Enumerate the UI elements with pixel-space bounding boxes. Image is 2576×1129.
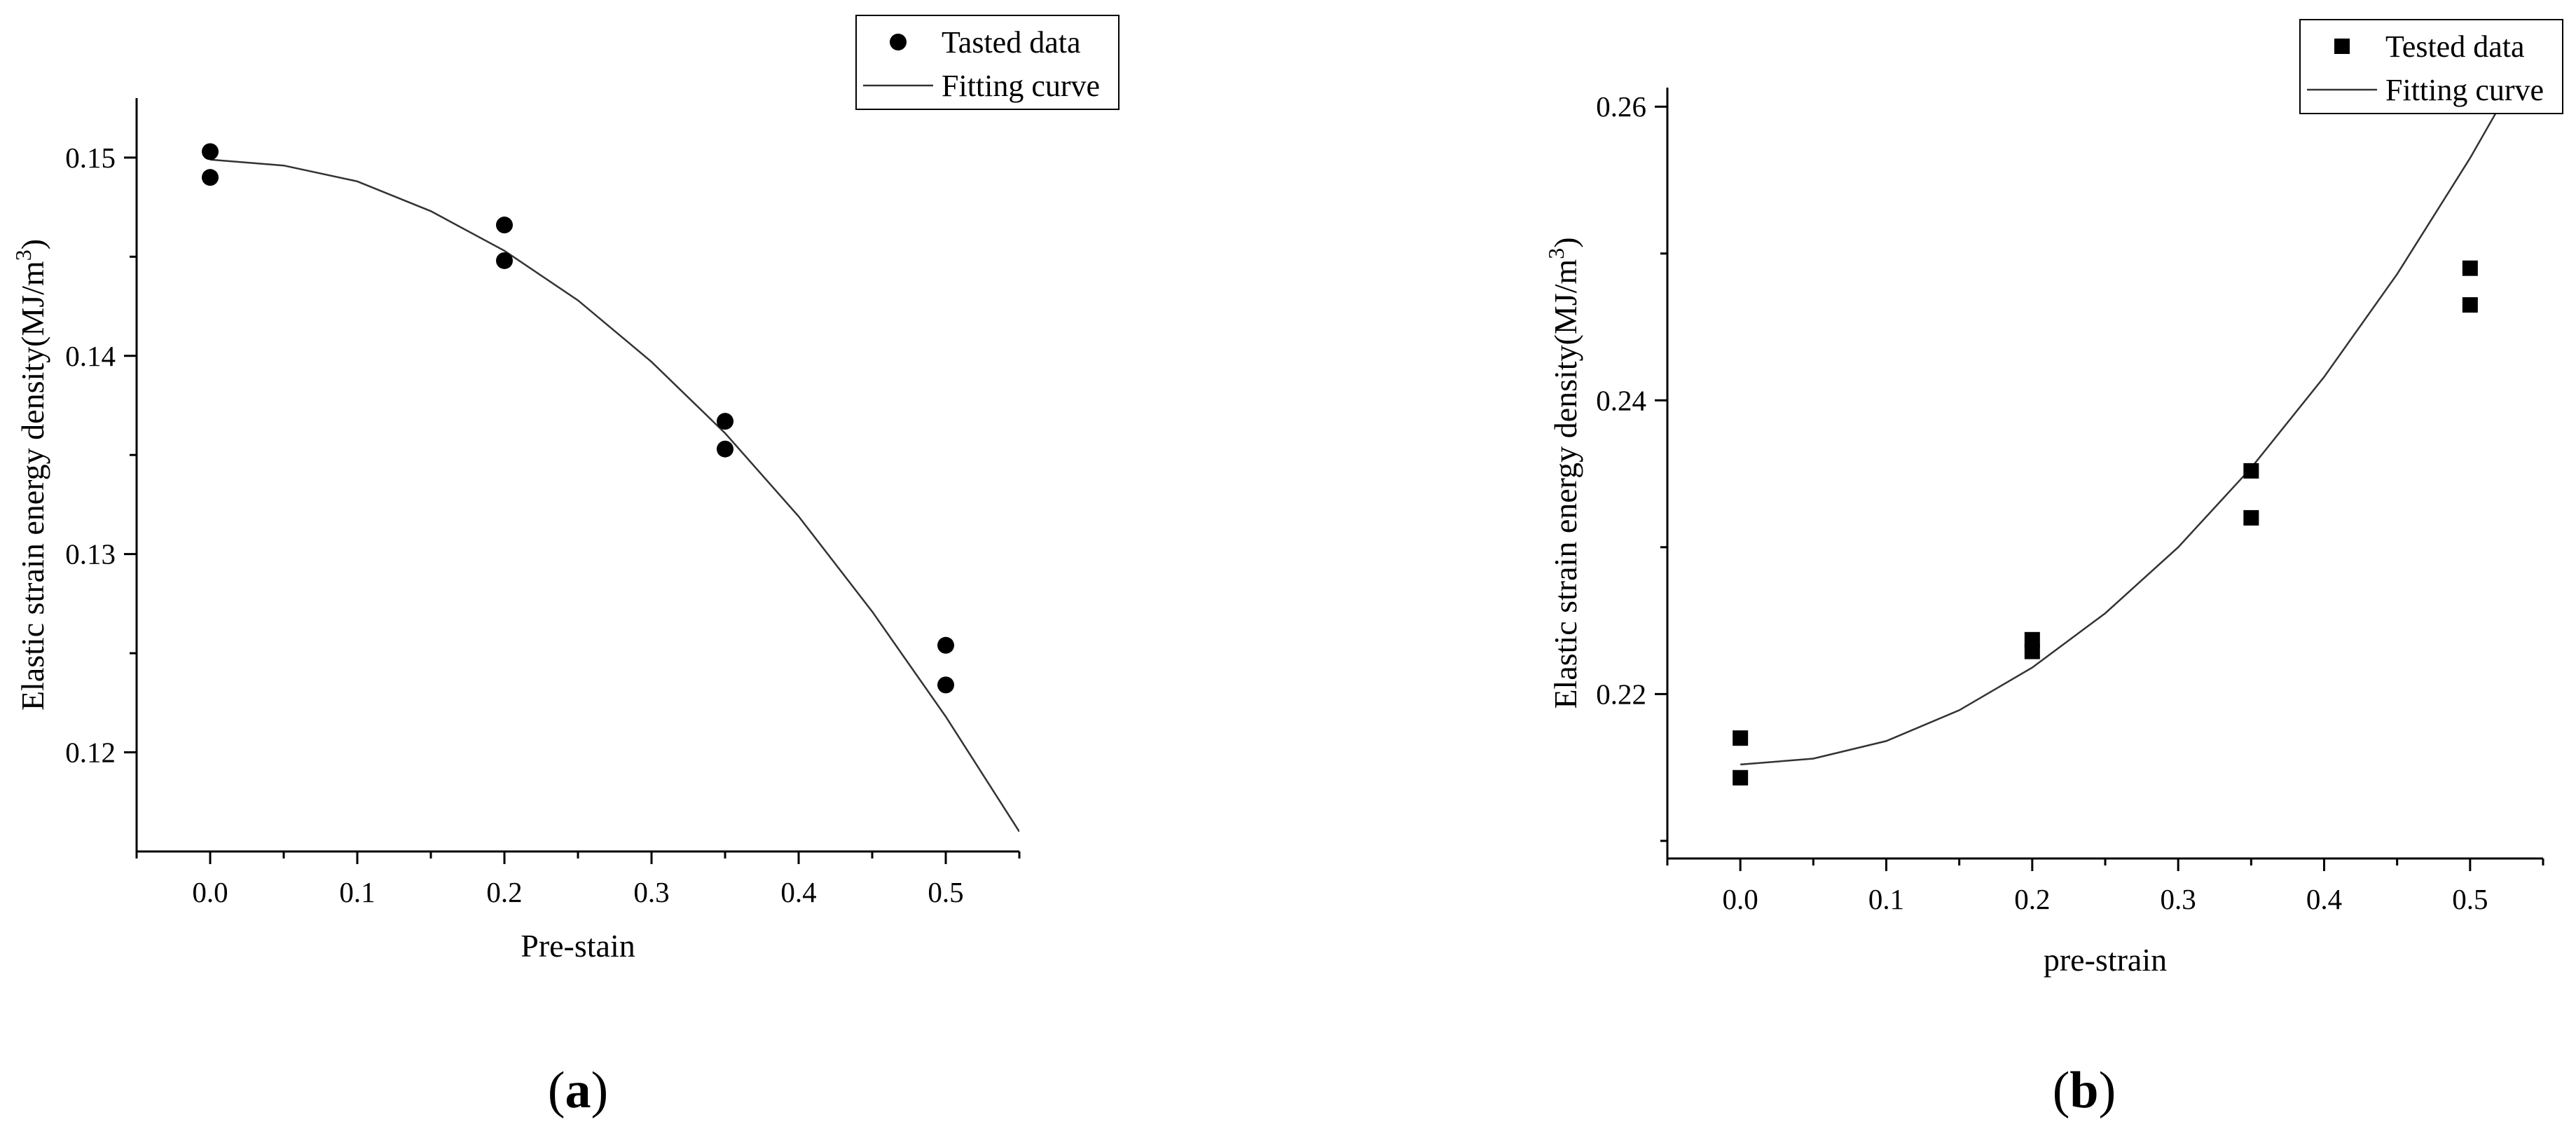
x-tick-label: 0.2 — [486, 876, 522, 908]
y-axis-title-text: Elastic strain energy density(MJ/m — [15, 261, 50, 711]
data-point — [2024, 631, 2040, 648]
x-tick-label: 0.4 — [780, 876, 816, 908]
chart-panel-a: 0.0 0.1 0.2 0.3 0.4 0.5 0.12 0.13 0.14 0.15 Pre-st… — [11, 15, 1120, 1119]
legend-marker — [890, 34, 907, 50]
y-tick-label: 0.12 — [65, 737, 116, 769]
data-point — [2243, 509, 2259, 526]
legend-box — [855, 15, 1120, 110]
x-tick-label: 0.5 — [2452, 883, 2488, 915]
x-tick-label: 0.3 — [2161, 883, 2196, 915]
data-point — [202, 143, 219, 160]
y-tick-label: 0.13 — [65, 538, 116, 570]
data-point — [717, 440, 733, 458]
legend-label-data: Tested data — [2385, 29, 2525, 64]
data-point — [496, 252, 513, 269]
y-tick-label: 0.22 — [1596, 678, 1646, 710]
y-tick-label: 0.15 — [65, 142, 116, 174]
legend-label-curve: Fitting curve — [2385, 73, 2544, 107]
data-point — [202, 169, 219, 186]
x-axis-title: pre-strain — [2044, 942, 2167, 978]
legend-marker — [2334, 39, 2350, 54]
data-point — [496, 217, 513, 234]
y-axis-title: Elastic strain energy density(MJ/m3) — [11, 239, 50, 711]
data-point — [937, 676, 954, 694]
data-point — [2462, 297, 2478, 313]
data-point — [2243, 463, 2259, 479]
panel-label-open: ( — [2053, 1062, 2070, 1119]
panel-label-letter: a — [565, 1062, 591, 1119]
x-tick-label: 0.3 — [633, 876, 669, 908]
y-axis-title-end: ) — [15, 239, 50, 249]
x-axis-title: Pre-stain — [521, 928, 635, 964]
legend-label-data: Tasted data — [942, 25, 1081, 60]
x-tick-label: 0.2 — [2014, 883, 2050, 915]
data-point — [1733, 769, 1749, 786]
legend-label-curve: Fitting curve — [942, 69, 1100, 103]
x-tick-label: 0.0 — [1723, 883, 1758, 915]
y-tick-label: 0.26 — [1596, 90, 1646, 123]
fitting-curve — [1740, 46, 2536, 766]
y-axis-title-end: ) — [1548, 237, 1583, 247]
legend-box — [2299, 19, 2563, 114]
data-point — [717, 413, 733, 430]
data-point — [937, 636, 954, 654]
panel-label-close: ) — [2099, 1062, 2116, 1119]
panel-label: (a) — [548, 1062, 608, 1119]
y-axis-title-text: Elastic strain energy density(MJ/m — [1548, 259, 1583, 709]
data-point — [2462, 260, 2478, 276]
y-axis-title-superscript: 3 — [1543, 248, 1569, 259]
x-tick-label: 0.1 — [339, 876, 375, 908]
panel-label: (b) — [2053, 1062, 2116, 1119]
x-tick-label: 0.4 — [2306, 883, 2342, 915]
x-tick-label: 0.1 — [1868, 883, 1904, 915]
y-tick-label: 0.24 — [1596, 384, 1646, 416]
fitting-curve — [209, 158, 1019, 833]
panel-label-open: ( — [548, 1062, 565, 1119]
y-tick-label: 0.14 — [65, 340, 116, 372]
y-axis-title-superscript: 3 — [11, 249, 36, 261]
data-point — [1733, 730, 1749, 746]
x-tick-label: 0.5 — [928, 876, 963, 908]
x-tick-label: 0.0 — [192, 876, 228, 908]
chart-panel-b: 0.0 0.1 0.2 0.3 0.4 0.5 0.22 0.24 0.26 pre-strain… — [1543, 19, 2563, 1119]
panel-label-close: ) — [591, 1062, 609, 1119]
y-axis-title: Elastic strain energy density(MJ/m3) — [1543, 237, 1583, 709]
data-point — [2024, 643, 2040, 659]
panel-label-letter: b — [2069, 1062, 2098, 1119]
